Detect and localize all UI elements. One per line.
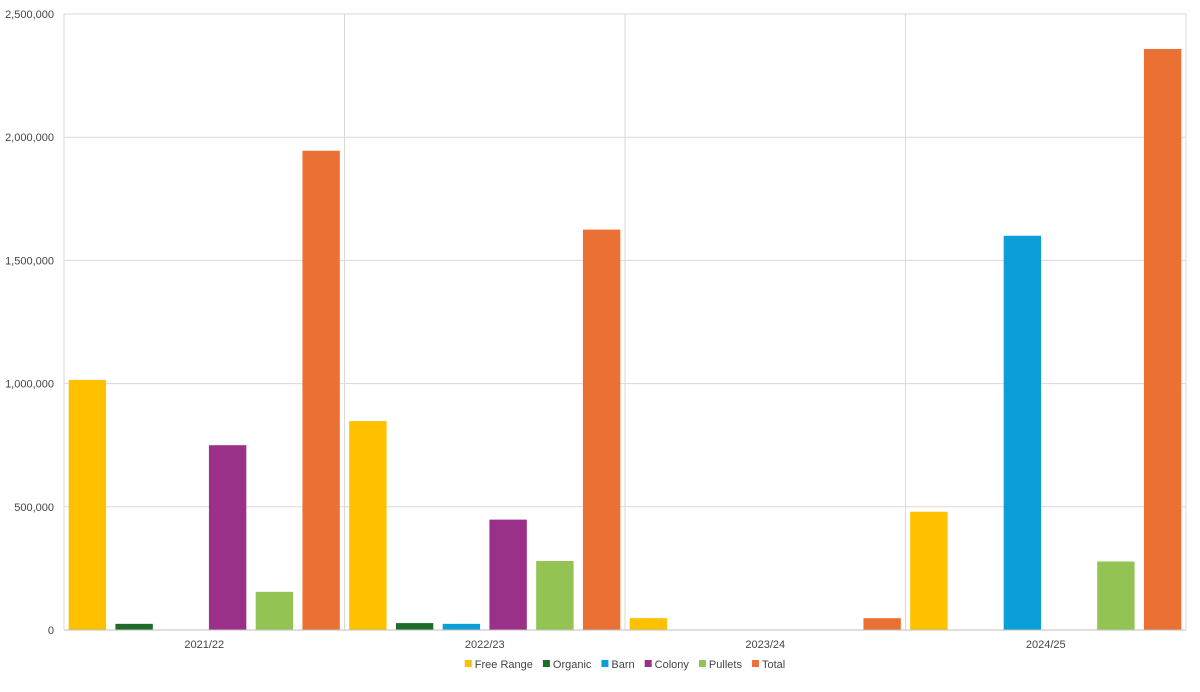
legend-item: Free Range [464,659,533,671]
legend-label: Free Range [475,659,533,671]
y-tick-label: 2,000,000 [5,132,54,144]
legend-swatch [644,660,652,667]
grid-lines [63,13,1187,631]
x-tick-label: 2021/22 [184,639,224,651]
bar-organic-2021-22 [115,623,153,630]
x-tick-label: 2023/24 [745,639,785,651]
bars [68,48,1182,631]
legend-label: Colony [655,659,690,671]
legend-item: Pullets [698,659,743,671]
bar-colony-2022-23 [489,519,527,630]
bar-free-range-2021-22 [68,379,107,630]
bar-barn-2024-25 [1003,235,1042,630]
legend: Free Range Organic Barn Colony Pullets Total [464,659,785,671]
bar-total-2023-24 [863,618,901,630]
legend-label: Total [762,659,785,671]
legend-label: Organic [553,659,592,671]
bar-pullets-2021-22 [255,591,294,630]
x-tick-label: 2022/23 [465,639,505,651]
bar-total-2021-22 [302,150,340,630]
bar-pullets-2022-23 [536,561,574,630]
legend-item: Barn [601,659,635,671]
y-tick-label: 1,000,000 [5,379,54,391]
bar-pullets-2024-25 [1097,561,1135,630]
y-tick-label: 0 [48,625,54,637]
bar-barn-2022-23 [442,623,481,630]
legend-items: Free Range Organic Barn Colony Pullets Total [464,659,785,671]
legend-swatch [751,660,759,667]
y-tick-label: 2,500,000 [5,9,54,21]
bar-colony-2021-22 [208,445,247,630]
bar-total-2024-25 [1143,48,1182,631]
y-tick-label: 1,500,000 [5,255,54,267]
legend-label: Pullets [709,659,743,671]
bar-total-2022-23 [582,229,621,630]
axes: 0 500,000 1,000,000 1,500,000 2,000,000 2,500… [5,9,1186,651]
legend-item: Colony [644,659,690,671]
legend-item: Total [751,659,785,671]
legend-swatch [542,660,550,667]
bar-free-range-2022-23 [349,421,387,630]
bar-organic-2022-23 [395,623,434,630]
legend-swatch [698,660,706,667]
legend-label: Barn [611,659,634,671]
legend-item: Organic [542,659,592,671]
bar-free-range-2024-25 [910,511,948,630]
legend-swatch [464,660,472,667]
bar-free-range-2023-24 [629,618,668,630]
legend-swatch [601,660,609,667]
x-tick-label: 2024/25 [1026,639,1066,651]
y-tick-label: 500,000 [14,502,54,514]
